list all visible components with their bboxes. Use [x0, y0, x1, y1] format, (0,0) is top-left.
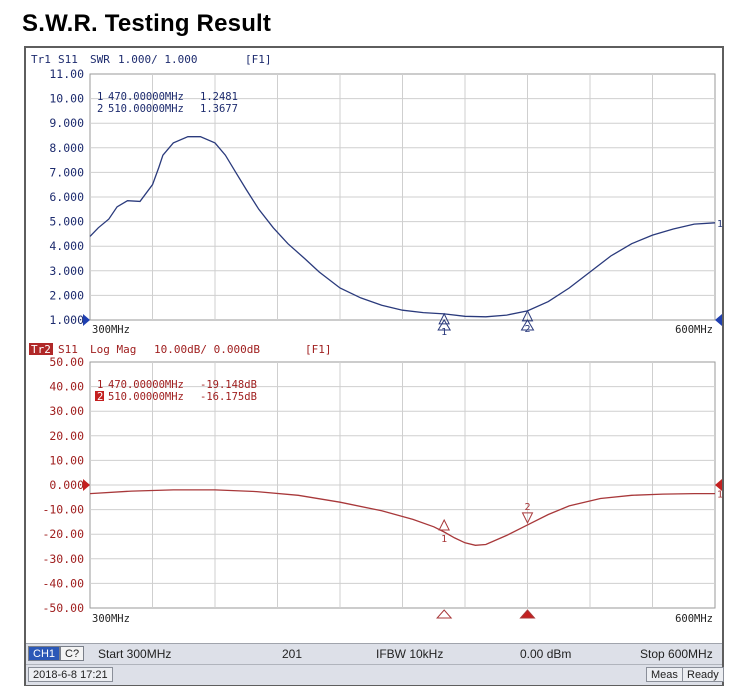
- tr2-ytick-label: -50.00: [42, 601, 84, 615]
- stop-frequency[interactable]: Stop 600MHz: [640, 647, 713, 661]
- meas-status: Meas: [646, 667, 683, 682]
- tr2-edge-label: 1: [717, 490, 723, 501]
- tr1-marker-readout-freq: 470.00000MHz: [108, 91, 184, 103]
- tr1-bottom-marker-1[interactable]: [437, 319, 452, 331]
- tr1-ytick-label: 7.000: [49, 165, 84, 179]
- tr1-marker-readout-freq: 510.00000MHz: [108, 103, 184, 115]
- tr1-header-format: SWR: [90, 53, 110, 66]
- tr1-ytick-label: 8.000: [49, 141, 84, 155]
- info-bar: 2018-6-8 17:21 Meas Ready: [26, 664, 724, 685]
- tr1-header-param: S11: [58, 53, 78, 66]
- tr2-marker-readout-id: 1: [97, 379, 103, 391]
- ready-status: Ready: [682, 667, 724, 682]
- tr1-trace-line: [89, 136, 716, 318]
- tr1-marker-label: 1: [441, 327, 447, 338]
- tr1-ytick-label: 10.00: [49, 92, 84, 106]
- tr2-marker-readout-value: -19.148dB: [200, 379, 257, 391]
- page-title: S.W.R. Testing Result: [22, 10, 272, 37]
- tr2-marker-2[interactable]: [521, 512, 534, 524]
- tr1-header-trace[interactable]: Tr1: [31, 53, 51, 66]
- tr1-edge-label: 1: [717, 219, 723, 230]
- tr2-marker-label: 2: [525, 502, 531, 513]
- tr1-ytick-label: 2.000: [49, 288, 84, 302]
- tr2-ytick-label: 10.00: [49, 453, 84, 467]
- tr1-xtick-stop: 600MHz: [675, 324, 713, 336]
- tr2-ytick-label: 0.000: [49, 478, 84, 492]
- channel-2-tab[interactable]: C?: [60, 646, 85, 661]
- tr1-marker-readout-id: 1: [97, 91, 103, 103]
- tr2-header-format: Log Mag: [90, 343, 136, 356]
- tr1-marker-label: 2: [525, 324, 531, 335]
- tr2-xtick-start: 300MHz: [92, 613, 130, 625]
- tr2-marker-readout-freq: 470.00000MHz: [108, 379, 184, 391]
- tr2-marker-readout-id: 2: [97, 391, 103, 403]
- status-bar: CH1 C? Start 300MHz 201 IFBW 10kHz 0.00 …: [26, 643, 722, 664]
- power-setting[interactable]: 0.00 dBm: [520, 647, 572, 661]
- start-frequency[interactable]: Start 300MHz: [98, 647, 172, 661]
- tr2-ref-left[interactable]: [83, 479, 90, 491]
- tr2-active-marker-badge: [95, 391, 104, 401]
- date-time: 2018-6-8 17:21: [28, 667, 113, 682]
- tr2-marker-readout-value: -16.175dB: [200, 391, 257, 403]
- tr2-trace-line: [89, 489, 715, 546]
- tr2-ytick-label: 20.00: [49, 429, 84, 443]
- tr1-ref-right[interactable]: [715, 314, 722, 326]
- tr2-marker-label: 1: [441, 534, 447, 545]
- tr1-ytick-label: 6.000: [49, 190, 84, 204]
- tr2-header-badge[interactable]: [29, 343, 53, 355]
- tr1-ytick-label: 5.000: [49, 215, 84, 229]
- tr1-ref-left[interactable]: [83, 314, 90, 326]
- tr1-marker-readout-value: 1.3677: [200, 103, 238, 115]
- tr1-header-scale: 1.000/ 1.000: [118, 53, 197, 66]
- tr1-xtick-start: 300MHz: [92, 324, 130, 336]
- channel-1-tab[interactable]: CH1: [28, 646, 61, 661]
- tr1-marker-1[interactable]: [438, 312, 450, 325]
- tr2-ytick-label: -10.00: [42, 503, 84, 517]
- tr2-ytick-label: 40.00: [49, 380, 84, 394]
- tr2-ytick-label: 30.00: [49, 404, 84, 418]
- tr2-header-param: S11: [58, 343, 78, 356]
- tr1-ytick-label: 4.000: [49, 239, 84, 253]
- tr1-ytick-label: 11.00: [49, 67, 84, 81]
- tr2-ytick-label: -40.00: [42, 576, 84, 590]
- point-count[interactable]: 201: [282, 647, 303, 661]
- tr2-ytick-label: 50.00: [49, 355, 84, 369]
- tr2-header-trace: Tr2: [31, 343, 51, 356]
- tr2-header-flag: [F1]: [305, 343, 332, 356]
- tr2-bottom-marker-2[interactable]: [519, 609, 536, 619]
- ifbw-setting[interactable]: IFBW 10kHz: [376, 647, 444, 661]
- tr2-marker-1[interactable]: [438, 518, 450, 531]
- tr1-ytick-label: 3.000: [49, 264, 84, 278]
- tr2-header-scale: 10.00dB/ 0.000dB: [154, 343, 260, 356]
- tr2-ytick-label: -20.00: [42, 527, 84, 541]
- tr2-bottom-marker-1[interactable]: [436, 609, 453, 619]
- tr1-ytick-label: 1.000: [49, 313, 84, 327]
- tr2-ytick-label: -30.00: [42, 552, 84, 566]
- tr2-ref-right[interactable]: [715, 479, 722, 491]
- tr1-marker-readout-value: 1.2481: [200, 91, 238, 103]
- tr1-marker-readout-id: 2: [97, 103, 103, 115]
- tr1-header-flag: [F1]: [245, 53, 272, 66]
- tr2-marker-readout-freq: 510.00000MHz: [108, 391, 184, 403]
- tr1-ytick-label: 9.000: [49, 116, 84, 130]
- tr1-bottom-marker-2[interactable]: [520, 319, 535, 331]
- tr2-xtick-stop: 600MHz: [675, 613, 713, 625]
